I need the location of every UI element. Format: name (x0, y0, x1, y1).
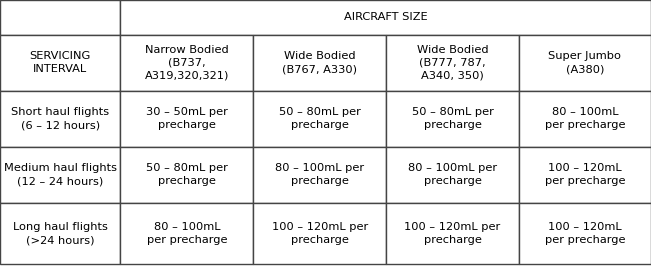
Text: 80 – 100mL per
precharge: 80 – 100mL per precharge (408, 163, 497, 186)
Bar (0, 35, 120, 91)
Bar (253, 35, 386, 91)
Text: Narrow Bodied
(B737,
A319,320,321): Narrow Bodied (B737, A319,320,321) (145, 45, 229, 81)
Text: Long haul flights
(>24 hours): Long haul flights (>24 hours) (13, 222, 107, 245)
Text: 100 – 120mL per
precharge: 100 – 120mL per precharge (404, 222, 501, 245)
Text: Medium haul flights
(12 – 24 hours): Medium haul flights (12 – 24 hours) (4, 163, 117, 186)
Text: SERVICING
INTERVAL: SERVICING INTERVAL (29, 51, 91, 74)
Bar (253, 147, 386, 203)
Text: 80 – 100mL
per precharge: 80 – 100mL per precharge (146, 222, 227, 245)
Text: Super Jumbo
(A380): Super Jumbo (A380) (548, 51, 622, 74)
Bar (519, 35, 651, 91)
Bar (386, 203, 519, 264)
Bar (0, 0, 120, 35)
Bar (0, 203, 120, 264)
Bar (0, 91, 120, 147)
Bar (120, 91, 253, 147)
Text: 80 – 100mL per
precharge: 80 – 100mL per precharge (275, 163, 364, 186)
Text: Wide Bodied
(B777, 787,
A340, 350): Wide Bodied (B777, 787, A340, 350) (417, 45, 488, 81)
Bar (386, 147, 519, 203)
Text: Short haul flights
(6 – 12 hours): Short haul flights (6 – 12 hours) (11, 107, 109, 130)
Text: 100 – 120mL
per precharge: 100 – 120mL per precharge (545, 222, 625, 245)
Text: 30 – 50mL per
precharge: 30 – 50mL per precharge (146, 107, 228, 130)
Text: 50 – 80mL per
precharge: 50 – 80mL per precharge (279, 107, 361, 130)
Text: 100 – 120mL
per precharge: 100 – 120mL per precharge (545, 163, 625, 186)
Bar (120, 147, 253, 203)
Bar (120, 0, 651, 35)
Bar (0, 147, 120, 203)
Bar (120, 203, 253, 264)
Bar (386, 35, 519, 91)
Bar (120, 35, 253, 91)
Bar (386, 91, 519, 147)
Text: 50 – 80mL per
precharge: 50 – 80mL per precharge (411, 107, 493, 130)
Bar (519, 147, 651, 203)
Bar (519, 203, 651, 264)
Bar (253, 91, 386, 147)
Bar (519, 91, 651, 147)
Text: 80 – 100mL
per precharge: 80 – 100mL per precharge (545, 107, 625, 130)
Text: 50 – 80mL per
precharge: 50 – 80mL per precharge (146, 163, 228, 186)
Text: 100 – 120mL per
precharge: 100 – 120mL per precharge (271, 222, 368, 245)
Text: AIRCRAFT SIZE: AIRCRAFT SIZE (344, 12, 428, 22)
Text: Wide Bodied
(B767, A330): Wide Bodied (B767, A330) (282, 51, 357, 74)
Bar (253, 203, 386, 264)
